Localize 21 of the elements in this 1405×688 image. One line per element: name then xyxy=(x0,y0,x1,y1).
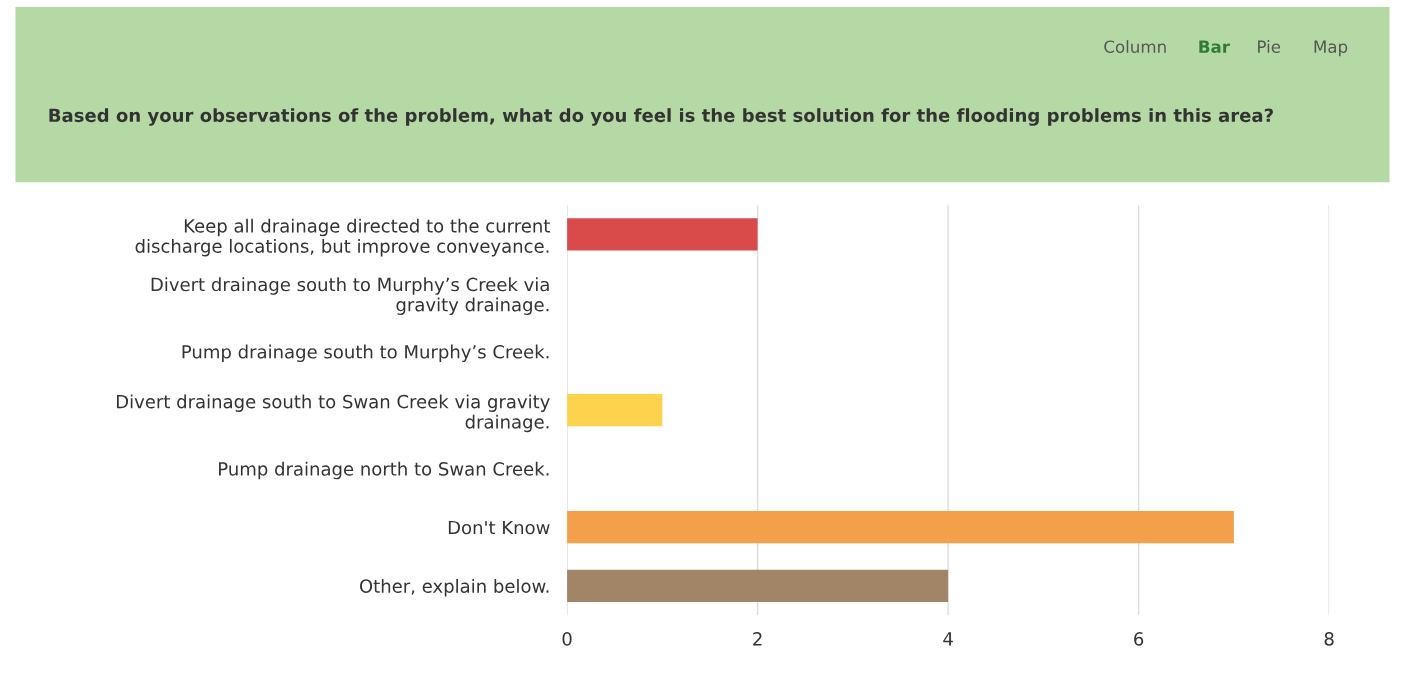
y-tick-label: Pump drainage south to Murphy’s Creek. xyxy=(182,344,549,363)
x-tick-label: 8 xyxy=(1324,632,1334,646)
x-tick-label: 4 xyxy=(943,632,953,646)
text: Pie xyxy=(1258,40,1281,53)
bar xyxy=(567,569,949,602)
chart-title: Based on your observations of the problem, what do you feel is the best solution for the flooding problems in this area? xyxy=(49,108,1273,126)
x-tick-label: 6 xyxy=(1134,632,1144,646)
y-tick-label: Pump drainage north to Swan Creek. xyxy=(219,461,549,480)
bar xyxy=(567,218,758,251)
bar xyxy=(567,393,663,427)
x-tick-label: 2 xyxy=(753,632,762,646)
text: Map xyxy=(1314,40,1348,57)
y-tick-label: Divert drainage south to Murphy’s Creek via gravity drainage. xyxy=(151,277,549,315)
bar xyxy=(567,511,1234,544)
y-tick-label: Other, explain below. xyxy=(359,578,549,597)
y-tick-label: Keep all drainage directed to the current discharge locations, but improve conveyance. xyxy=(135,218,550,257)
text: Column xyxy=(1104,40,1166,53)
y-tick-label: Don't Know xyxy=(448,520,550,535)
text: Bar xyxy=(1199,40,1230,53)
x-tick-label: 0 xyxy=(562,632,572,646)
y-tick-label: Divert drainage south to Swan Creek via gravity drainage. xyxy=(116,394,550,433)
